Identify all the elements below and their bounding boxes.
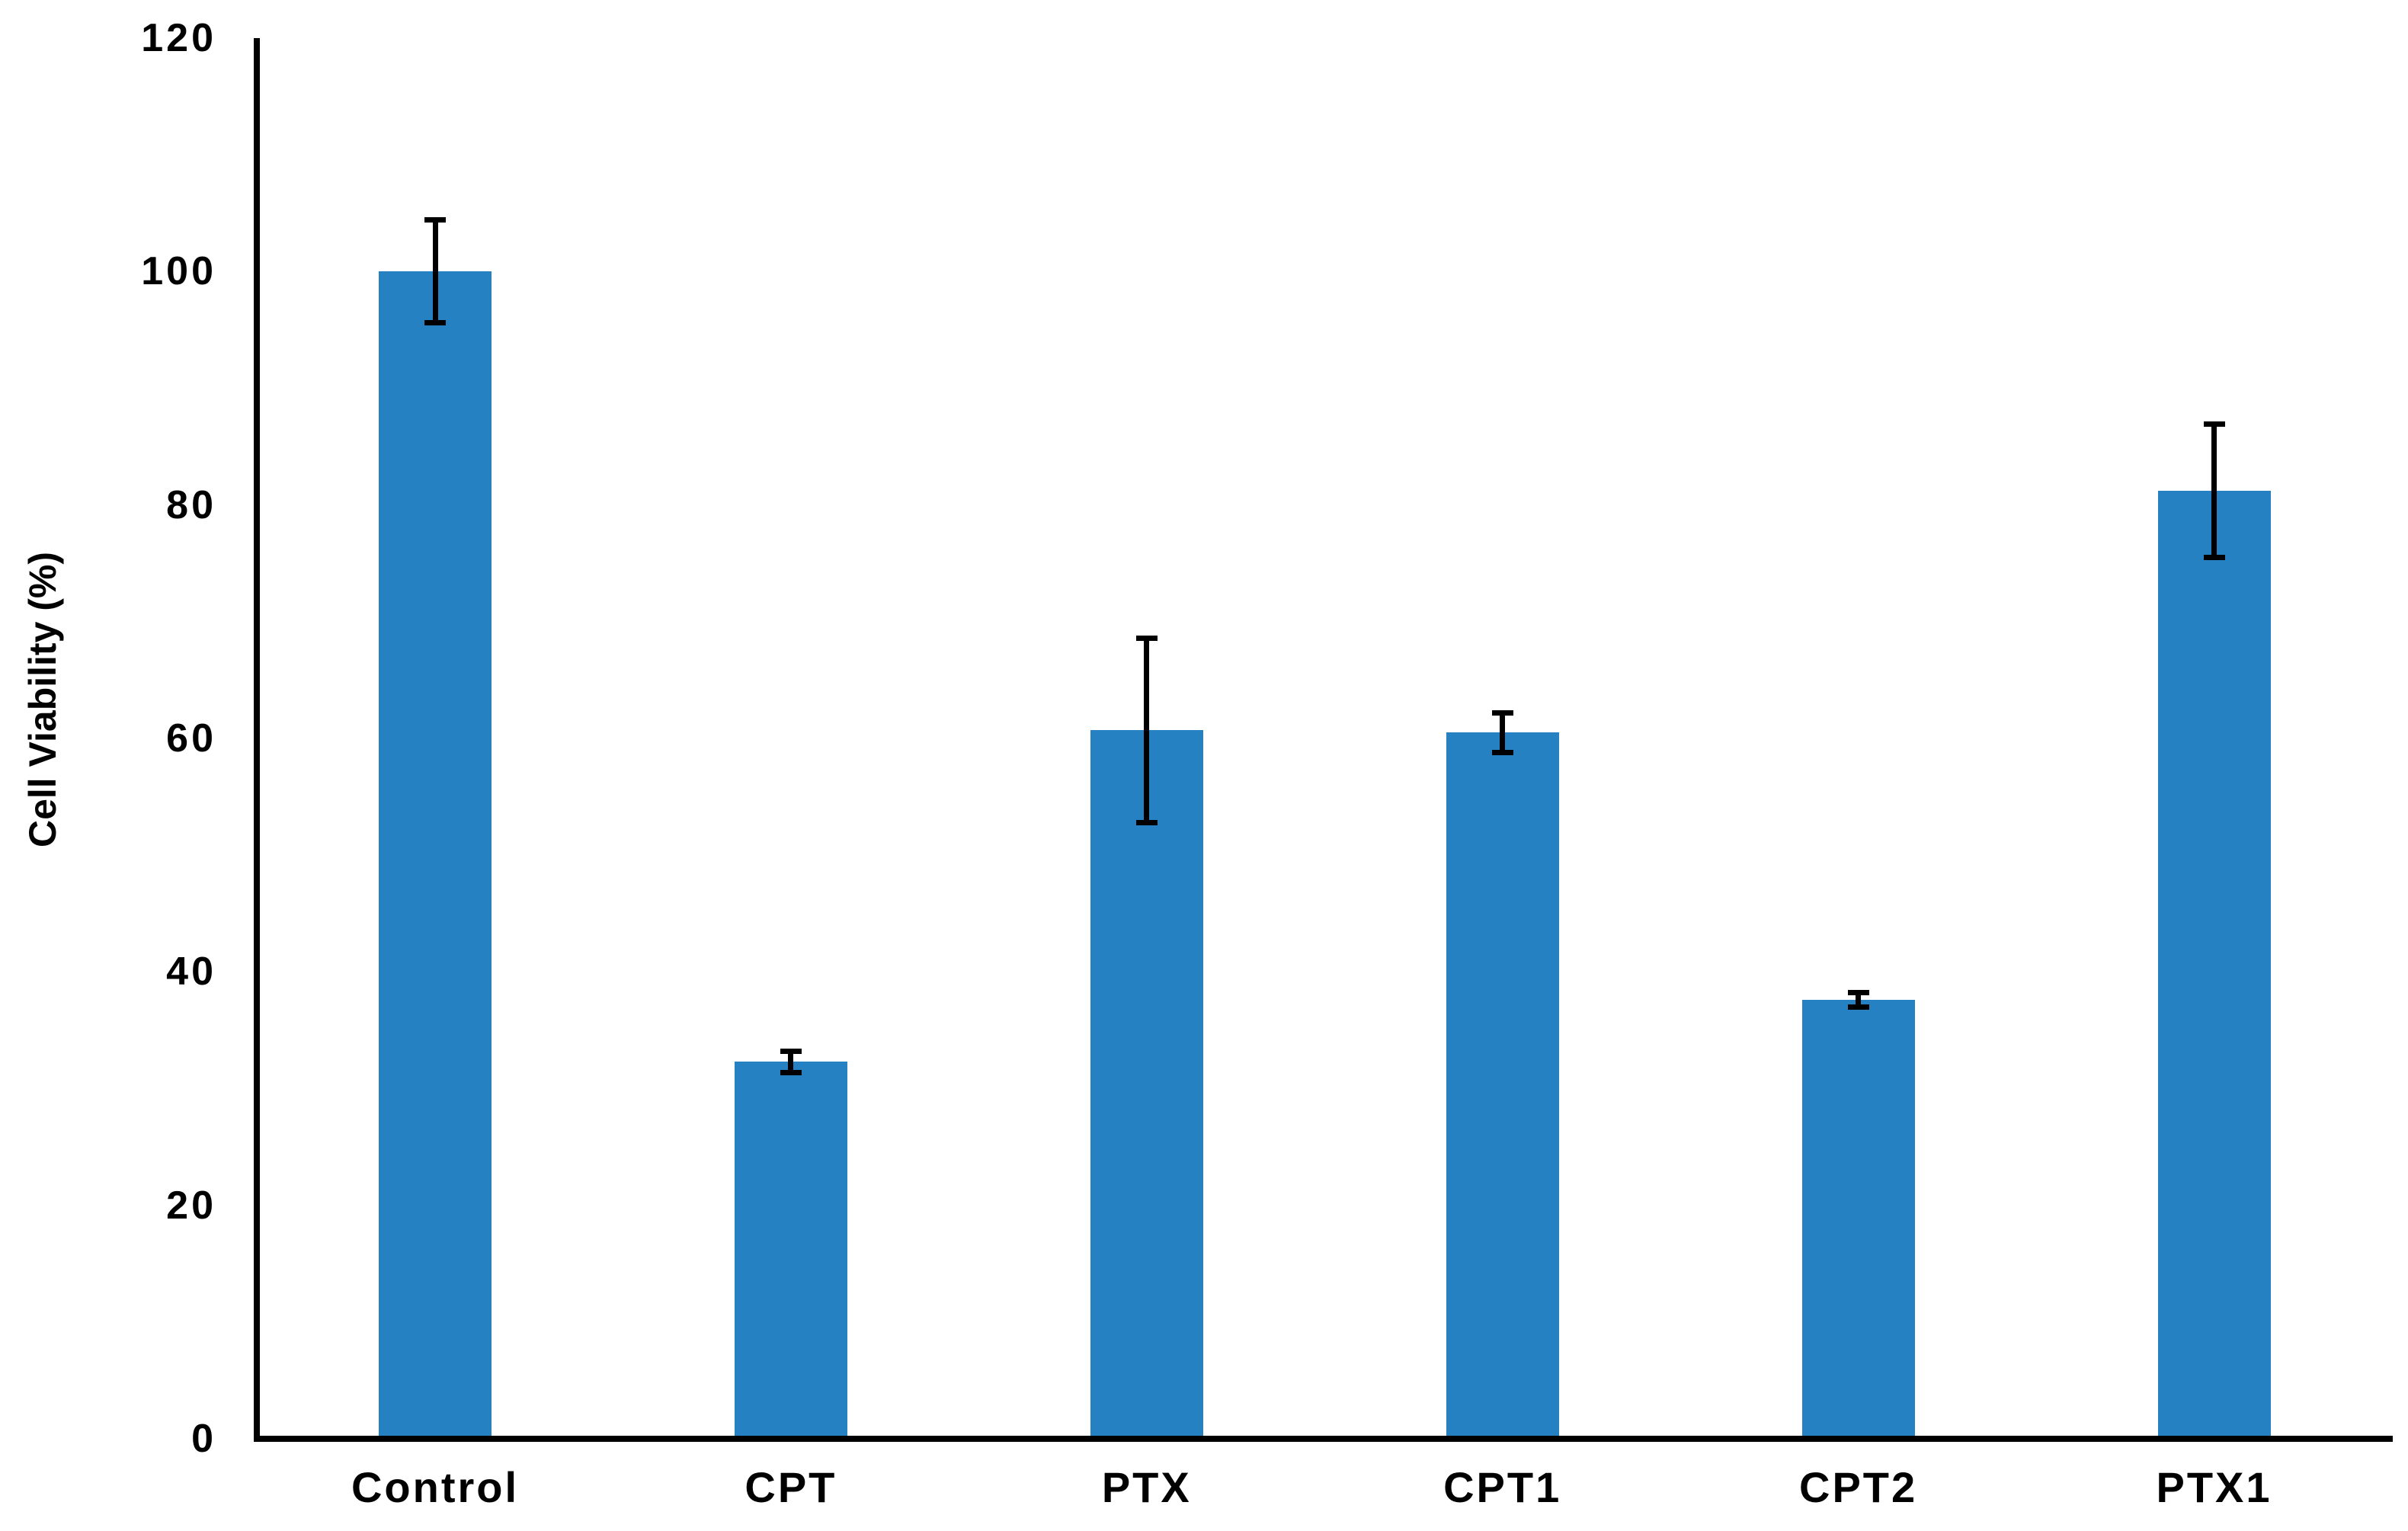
error-bar-top-cap-cpt bbox=[780, 1048, 802, 1054]
bar-cpt1 bbox=[1446, 732, 1559, 1439]
error-bar-stem-ptx bbox=[1144, 638, 1150, 823]
x-axis-line bbox=[254, 1436, 2393, 1442]
y-tick-label-80: 80 bbox=[166, 482, 216, 527]
y-tick-label-40: 40 bbox=[166, 950, 216, 995]
error-bar-stem-cpt2 bbox=[1856, 992, 1862, 1007]
error-bar-top-cap-ptx1 bbox=[2203, 421, 2225, 428]
y-tick-label-0: 0 bbox=[191, 1417, 216, 1461]
y-axis-line bbox=[254, 38, 260, 1442]
x-tick-label-cpt2: CPT2 bbox=[1799, 1463, 1918, 1511]
error-bar-bottom-cap-ptx bbox=[1135, 819, 1158, 825]
error-bar-bottom-cap-ptx1 bbox=[2203, 555, 2225, 561]
x-tick-label-cpt1: CPT1 bbox=[1443, 1463, 1562, 1511]
y-tick-label-100: 100 bbox=[141, 249, 216, 294]
error-bar-top-cap-cpt2 bbox=[1847, 990, 1869, 996]
y-tick-label-120: 120 bbox=[141, 16, 216, 60]
error-bar-stem-control bbox=[432, 219, 438, 323]
bar-cpt bbox=[734, 1062, 847, 1439]
error-bar-top-cap-control bbox=[424, 217, 446, 223]
bar-ptx bbox=[1090, 730, 1203, 1439]
error-bar-bottom-cap-cpt bbox=[780, 1069, 802, 1075]
error-bar-stem-ptx1 bbox=[2211, 424, 2217, 558]
x-tick-label-ptx: PTX bbox=[1101, 1463, 1192, 1511]
error-bar-bottom-cap-cpt1 bbox=[1491, 749, 1513, 755]
error-bar-stem-cpt1 bbox=[1500, 713, 1506, 753]
x-tick-label-control: Control bbox=[351, 1463, 520, 1511]
error-bar-bottom-cap-cpt2 bbox=[1847, 1004, 1869, 1010]
bar-control bbox=[379, 271, 492, 1439]
x-tick-label-cpt: CPT bbox=[744, 1463, 837, 1511]
bar-ptx1 bbox=[2157, 491, 2271, 1439]
x-tick-label-ptx1: PTX1 bbox=[2156, 1463, 2272, 1511]
y-tick-label-20: 20 bbox=[166, 1183, 216, 1228]
y-axis-title: Cell Viability (%) bbox=[21, 551, 64, 848]
error-bar-stem-cpt bbox=[788, 1051, 794, 1073]
bar-cpt2 bbox=[1801, 1000, 1915, 1439]
error-bar-top-cap-cpt1 bbox=[1491, 709, 1513, 716]
error-bar-top-cap-ptx bbox=[1135, 635, 1158, 641]
y-tick-label-60: 60 bbox=[166, 716, 216, 761]
error-bar-bottom-cap-control bbox=[424, 320, 446, 326]
